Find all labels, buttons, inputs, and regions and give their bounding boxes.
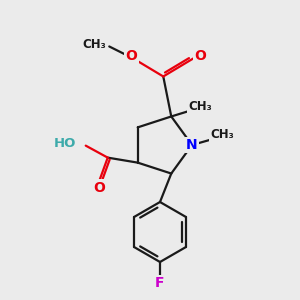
Text: O: O (93, 181, 105, 195)
Text: CH₃: CH₃ (210, 128, 234, 142)
Text: HO: HO (53, 137, 76, 150)
Text: CH₃: CH₃ (188, 100, 212, 113)
Text: N: N (186, 138, 198, 152)
Text: O: O (125, 50, 137, 64)
Text: CH₃: CH₃ (82, 38, 106, 51)
Text: O: O (194, 50, 206, 64)
Text: F: F (155, 276, 165, 290)
